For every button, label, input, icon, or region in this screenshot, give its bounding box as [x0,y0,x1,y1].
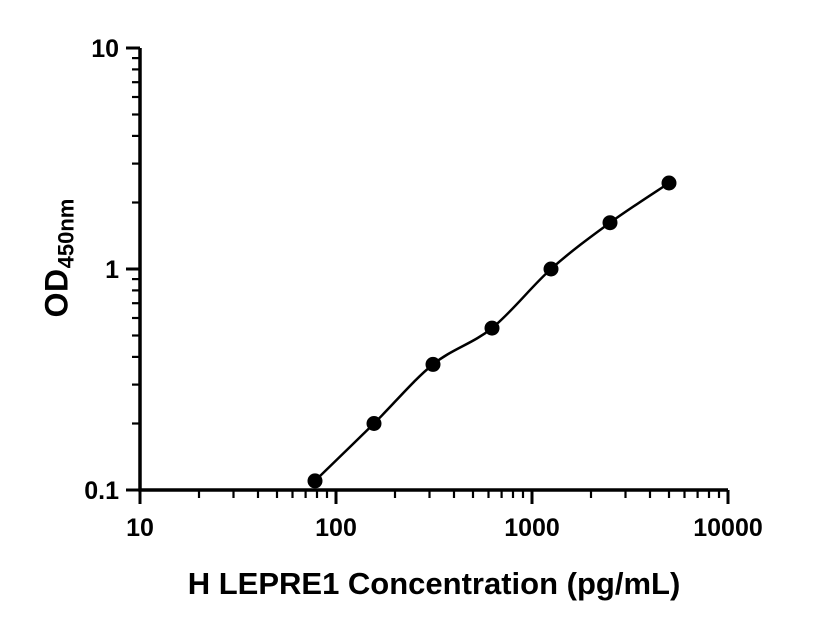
data-point [661,175,677,191]
x-tick-label: 10 [126,514,154,542]
x-tick-label: 100 [315,514,357,542]
x-axis-title: H LEPRE1 Concentration (pg/mL) [187,566,681,601]
y-tick-label: 10 [91,35,119,63]
data-point [602,215,618,231]
axes-frame [138,48,728,492]
y-axis-title-main: OD [38,268,75,318]
data-point [543,261,559,277]
y-axis-title-subscript: 450nm [53,198,79,269]
x-tick-label: 1000 [504,514,560,542]
x-tick-label: 10000 [693,514,763,542]
data-point [425,356,441,372]
data-point [484,320,500,336]
y-tick-label: 1 [105,256,119,284]
data-point [366,416,382,431]
y-tick-label: 0.1 [84,477,119,505]
data-point [307,473,323,489]
y-axis-title: OD450nm [38,198,79,318]
